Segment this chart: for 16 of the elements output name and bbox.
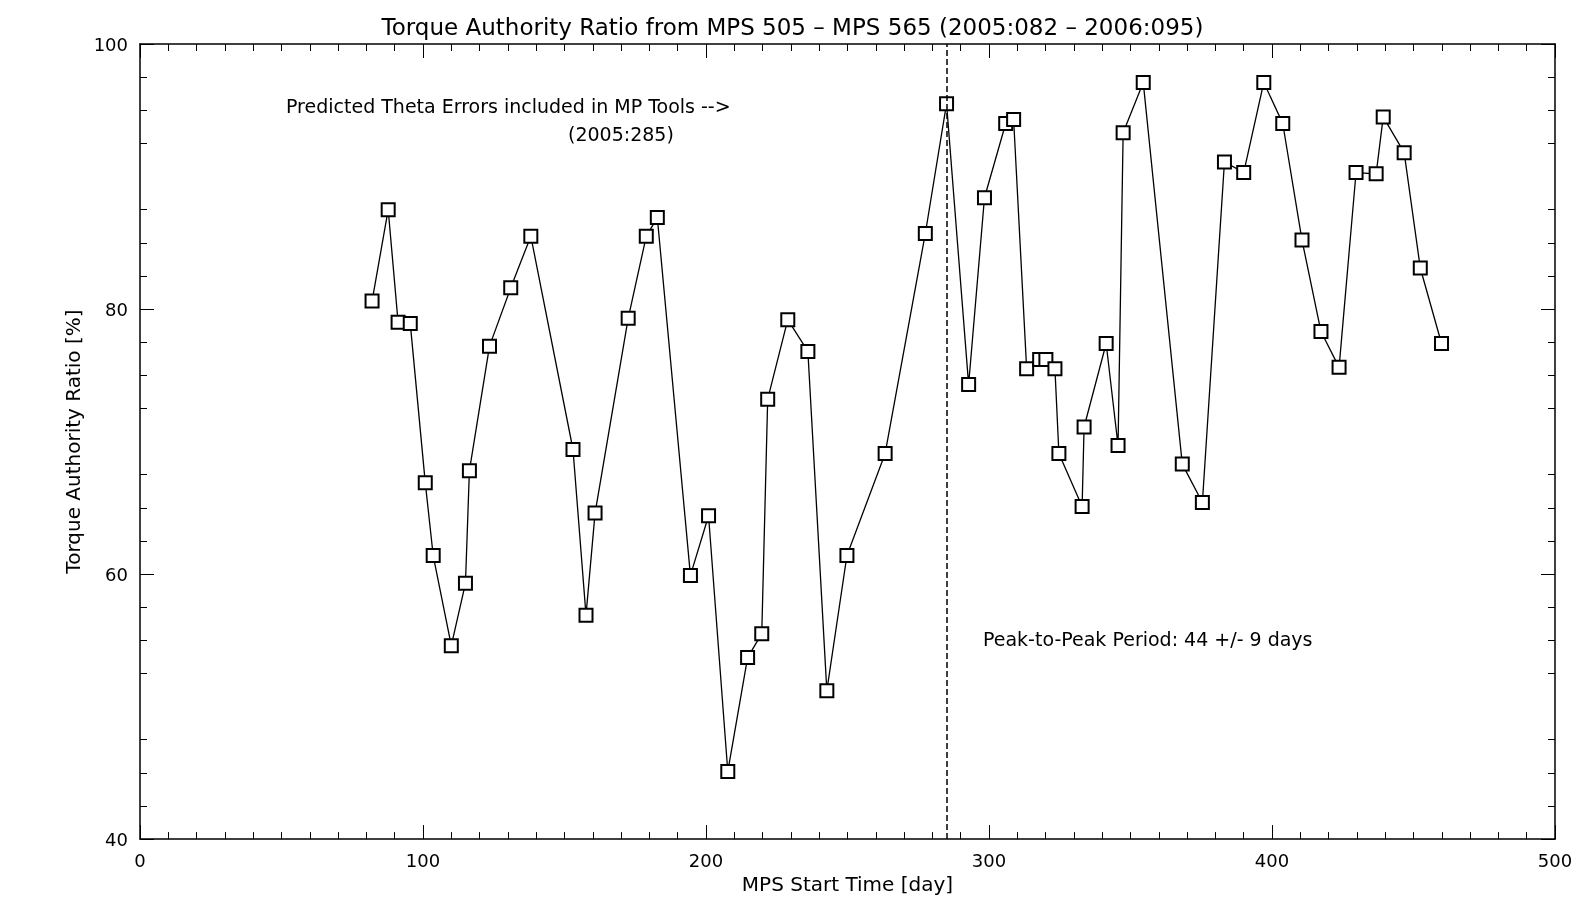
annotation: (2005:285): [568, 122, 674, 145]
annotation: Peak-to-Peak Period: 44 +/- 9 days: [983, 627, 1313, 650]
annotation: Predicted Theta Errors included in MP Tools -->: [286, 94, 731, 117]
x-tick-label: 200: [688, 849, 724, 871]
x-tick-label: 300: [971, 849, 1007, 871]
x-tick-label: 400: [1254, 849, 1290, 871]
chart-title: Torque Authority Ratio from MPS 505 – MPS 565 (2005:082 – 2006:095): [380, 13, 1204, 40]
x-tick-label: 100: [405, 849, 441, 871]
y-axis-title: Torque Authority Ratio [%]: [60, 309, 85, 575]
y-tick-label: 100: [93, 33, 128, 55]
x-tick-label: 0: [134, 849, 146, 871]
y-tick-label: 60: [105, 563, 128, 585]
y-tick-label: 80: [105, 298, 128, 320]
x-axis-title: MPS Start Time [day]: [741, 872, 954, 896]
y-tick-label: 40: [105, 828, 128, 850]
x-tick-label: 500: [1537, 849, 1573, 871]
